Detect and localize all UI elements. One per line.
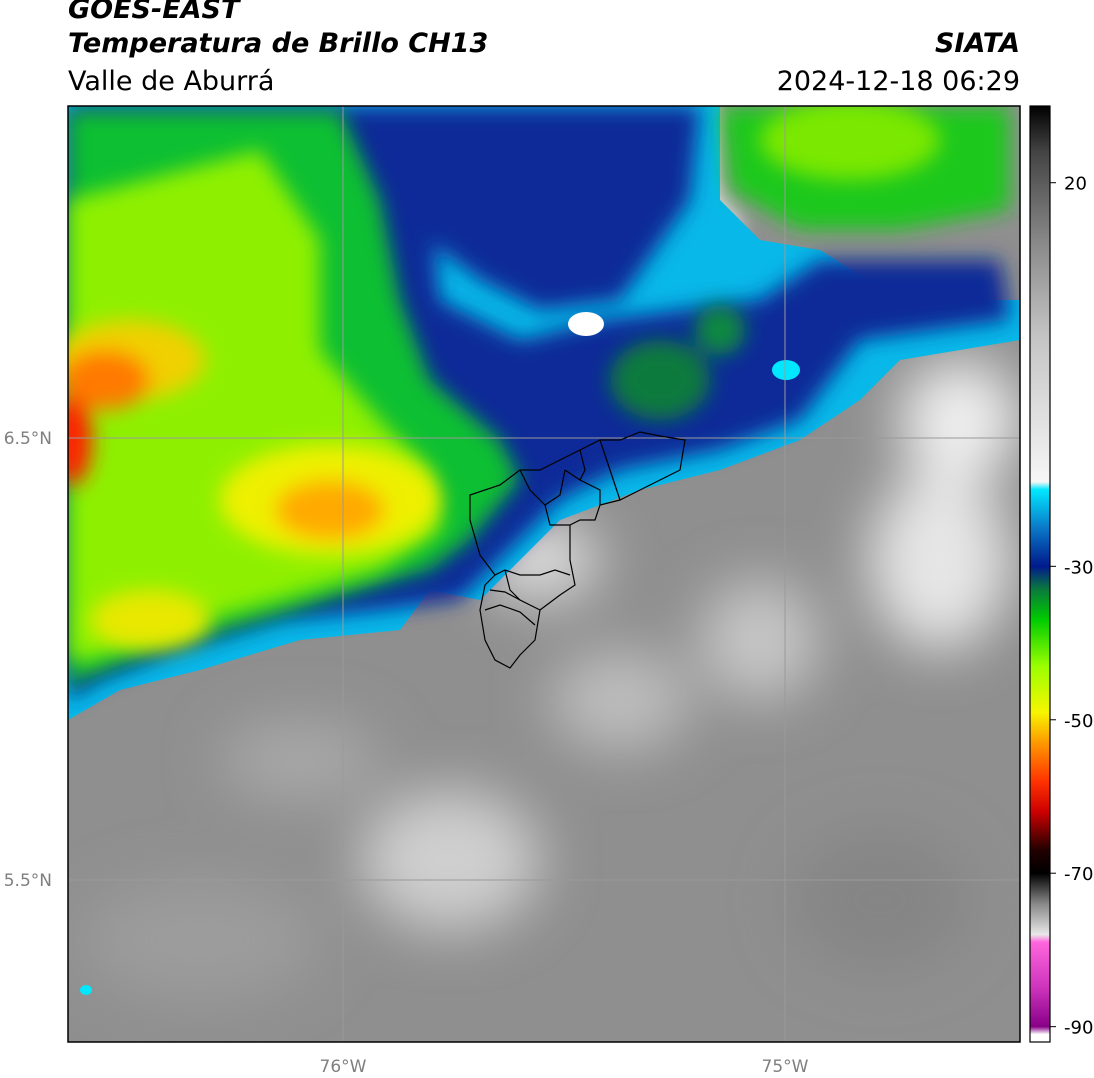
- colorbar-gradient: [1030, 106, 1050, 1042]
- lon-label-75w: 75°W: [762, 1057, 809, 1077]
- graticule: [68, 106, 1020, 1042]
- lon-label-76w: 76°W: [320, 1057, 367, 1077]
- gray-texture: [80, 360, 1020, 1000]
- temperature-field: [68, 106, 1020, 1042]
- organization-label: SIATA: [934, 28, 1020, 59]
- colorbar: 20 -30 -50 -70 -90: [1029, 105, 1093, 1043]
- colorbar-tick-label: -50: [1064, 711, 1093, 732]
- lat-label-6-5n: 6.5°N: [4, 429, 52, 449]
- map-frame: [67, 105, 1021, 1043]
- region-subtitle: Valle de Aburrá: [68, 66, 275, 97]
- colorbar-frame: [1029, 105, 1051, 1043]
- municipal-boundaries: [469, 431, 686, 669]
- lat-label-5-5n: 5.5°N: [4, 871, 52, 891]
- satellite-title: GOES-EAST: [68, 0, 240, 25]
- colorbar-tick-label: -90: [1064, 1018, 1093, 1039]
- colorbar-tick-label: -30: [1064, 557, 1093, 578]
- colorbar-tick-label: -70: [1064, 864, 1093, 885]
- colorbar-tick-label: 20: [1064, 174, 1087, 195]
- timestamp-label: 2024-12-18 06:29: [776, 66, 1020, 97]
- product-title: Temperatura de Brillo CH13: [68, 28, 489, 59]
